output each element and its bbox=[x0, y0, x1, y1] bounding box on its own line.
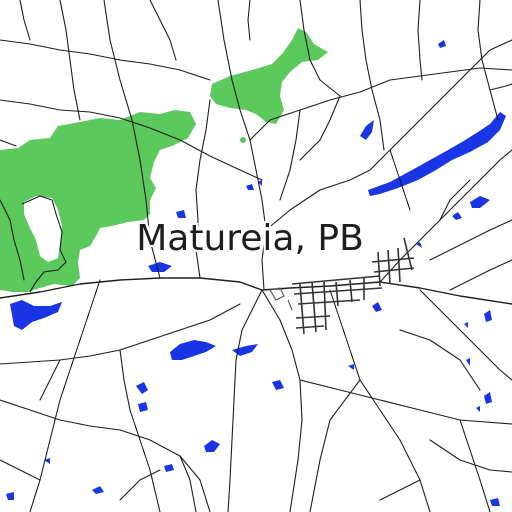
boundary-line bbox=[21, 195, 67, 293]
town-street-grid bbox=[269, 237, 415, 335]
city-label: Matureia, PB bbox=[136, 218, 364, 259]
forest-areas bbox=[0, 28, 328, 292]
water-bodies bbox=[6, 40, 506, 506]
forest-north bbox=[210, 28, 328, 124]
reservoir-east bbox=[368, 112, 506, 196]
lake-west bbox=[10, 300, 62, 330]
